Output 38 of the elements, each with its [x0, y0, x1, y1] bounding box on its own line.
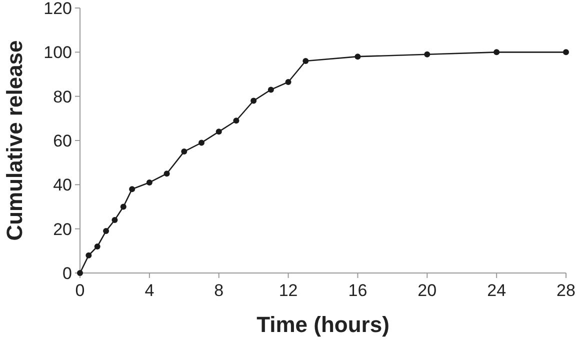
- point: [494, 49, 500, 56]
- point: [424, 51, 430, 58]
- point: [268, 86, 274, 93]
- y-tick-label: 60: [53, 131, 72, 150]
- point: [77, 270, 83, 276]
- x-tick-label: 0: [75, 281, 85, 300]
- point: [198, 140, 204, 146]
- x-axis-title: Time (hours): [256, 312, 390, 337]
- point: [233, 118, 240, 124]
- point: [302, 58, 309, 64]
- point: [129, 186, 136, 192]
- point: [285, 78, 292, 85]
- y-tick-label: 0: [62, 264, 72, 283]
- point: [94, 244, 100, 250]
- point: [181, 148, 188, 155]
- x-tick-label: 20: [418, 281, 437, 300]
- x-tick-label: 28: [556, 281, 576, 300]
- y-tick-label: 20: [53, 220, 72, 239]
- point: [120, 204, 126, 210]
- point: [164, 170, 170, 177]
- x-tick-label: 16: [348, 281, 368, 300]
- point: [146, 179, 152, 186]
- point: [112, 217, 118, 223]
- x-tick-label: 8: [214, 281, 224, 300]
- point: [563, 49, 569, 56]
- point: [250, 98, 257, 104]
- y-tick-label: 120: [44, 0, 72, 18]
- point: [354, 54, 361, 60]
- x-tick-label: 24: [487, 281, 506, 300]
- point: [216, 128, 222, 135]
- point: [86, 252, 92, 258]
- y-axis-title: Cumulative release: [2, 40, 27, 241]
- point: [103, 228, 110, 234]
- y-tick-label: 80: [53, 87, 72, 106]
- y-tick-label: 100: [44, 43, 72, 62]
- x-tick-label: 12: [278, 281, 298, 300]
- x-tick-label: 4: [144, 281, 154, 300]
- y-tick-label: 40: [53, 176, 72, 195]
